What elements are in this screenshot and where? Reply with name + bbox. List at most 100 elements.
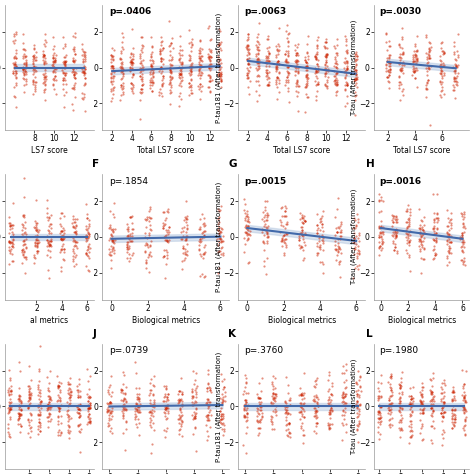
Point <box>355 412 362 419</box>
Point <box>9 228 16 236</box>
Point <box>438 88 445 95</box>
Point <box>299 401 307 408</box>
Point <box>80 58 87 66</box>
Point <box>10 61 18 68</box>
Point <box>34 383 42 391</box>
Point <box>303 79 311 86</box>
Point <box>264 234 271 241</box>
Point <box>254 425 261 432</box>
Point <box>272 392 280 400</box>
Point <box>40 89 48 96</box>
Point <box>179 245 187 252</box>
Point <box>66 380 74 388</box>
Point <box>167 83 174 91</box>
Point <box>168 61 175 69</box>
Point <box>123 244 131 251</box>
Point <box>205 383 213 391</box>
Point <box>257 406 264 414</box>
Point <box>314 399 321 407</box>
Point <box>128 80 136 88</box>
Point <box>149 58 156 65</box>
Point <box>216 228 223 235</box>
Point <box>279 212 286 220</box>
Point <box>412 55 419 63</box>
Point <box>187 87 195 94</box>
Point <box>343 420 350 428</box>
Point <box>135 403 142 411</box>
Point <box>106 416 113 424</box>
Point <box>301 369 308 376</box>
Point <box>30 259 38 267</box>
Point <box>9 236 17 243</box>
Point <box>392 214 400 221</box>
Point <box>245 260 252 267</box>
Point <box>405 251 412 258</box>
Point <box>117 96 124 104</box>
Point <box>316 246 323 253</box>
Point <box>430 397 438 404</box>
Point <box>298 419 306 427</box>
Point <box>214 206 221 213</box>
Point <box>269 385 276 393</box>
Point <box>36 377 43 385</box>
Point <box>32 226 40 234</box>
Point <box>20 253 28 260</box>
Point <box>263 66 270 73</box>
Point <box>244 73 251 81</box>
Point <box>255 62 263 70</box>
Point <box>126 214 133 221</box>
Point <box>252 42 260 49</box>
Point <box>353 398 361 405</box>
Point <box>451 48 458 55</box>
Point <box>62 54 69 61</box>
Point <box>26 392 33 399</box>
Point <box>129 44 137 52</box>
Point <box>396 408 403 416</box>
Point <box>218 78 225 85</box>
Point <box>352 224 359 231</box>
Point <box>70 59 78 66</box>
Point <box>138 88 146 95</box>
Point <box>106 399 114 406</box>
Point <box>150 398 158 406</box>
Point <box>81 53 88 61</box>
Point <box>438 410 445 417</box>
Point <box>218 416 226 423</box>
Point <box>395 381 403 388</box>
Point <box>30 41 37 49</box>
Point <box>440 428 447 436</box>
Point <box>312 67 320 75</box>
Point <box>149 73 156 81</box>
Point <box>157 69 165 76</box>
Point <box>239 441 247 449</box>
Point <box>356 400 364 408</box>
Point <box>106 399 113 407</box>
Point <box>395 406 403 413</box>
Point <box>118 61 126 68</box>
Point <box>301 241 309 249</box>
Point <box>340 393 348 401</box>
Point <box>326 421 333 428</box>
Point <box>188 40 195 48</box>
Point <box>460 257 468 264</box>
Point <box>76 380 83 388</box>
Point <box>158 37 166 45</box>
Point <box>52 51 60 59</box>
Point <box>217 404 225 412</box>
Point <box>107 231 115 239</box>
Point <box>106 222 114 229</box>
Point <box>188 60 195 68</box>
Point <box>17 422 25 429</box>
Point <box>388 422 396 429</box>
Point <box>323 70 330 77</box>
Point <box>325 410 333 418</box>
Point <box>427 390 434 398</box>
Point <box>166 47 173 55</box>
Point <box>204 436 211 444</box>
Point <box>81 107 89 115</box>
Point <box>133 391 141 398</box>
Point <box>132 399 140 407</box>
Point <box>129 55 137 63</box>
Point <box>282 56 290 64</box>
Point <box>299 219 307 227</box>
